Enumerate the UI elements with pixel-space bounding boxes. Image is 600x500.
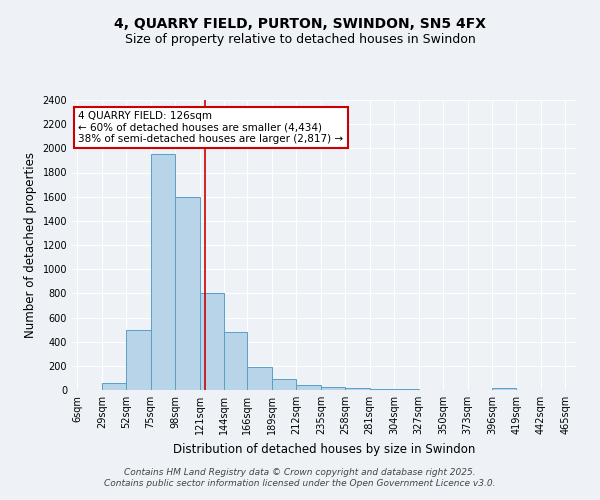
Bar	[296, 385, 321, 390]
Text: Size of property relative to detached houses in Swindon: Size of property relative to detached ho…	[125, 32, 475, 46]
Bar	[151, 154, 175, 390]
Bar	[126, 330, 151, 390]
Bar	[272, 379, 296, 390]
Bar	[224, 332, 247, 390]
X-axis label: Distribution of detached houses by size in Swindon: Distribution of detached houses by size …	[173, 442, 475, 456]
Bar	[370, 389, 394, 390]
Text: 4, QUARRY FIELD, PURTON, SWINDON, SN5 4FX: 4, QUARRY FIELD, PURTON, SWINDON, SN5 4F…	[114, 18, 486, 32]
Bar	[175, 196, 200, 390]
Bar	[247, 367, 272, 390]
Text: 4 QUARRY FIELD: 126sqm
← 60% of detached houses are smaller (4,434)
38% of semi-: 4 QUARRY FIELD: 126sqm ← 60% of detached…	[79, 111, 344, 144]
Y-axis label: Number of detached properties: Number of detached properties	[24, 152, 37, 338]
Bar	[345, 388, 370, 390]
Bar	[321, 387, 345, 390]
Bar	[492, 388, 517, 390]
Bar	[102, 383, 126, 390]
Text: Contains HM Land Registry data © Crown copyright and database right 2025.
Contai: Contains HM Land Registry data © Crown c…	[104, 468, 496, 487]
Bar	[200, 294, 224, 390]
